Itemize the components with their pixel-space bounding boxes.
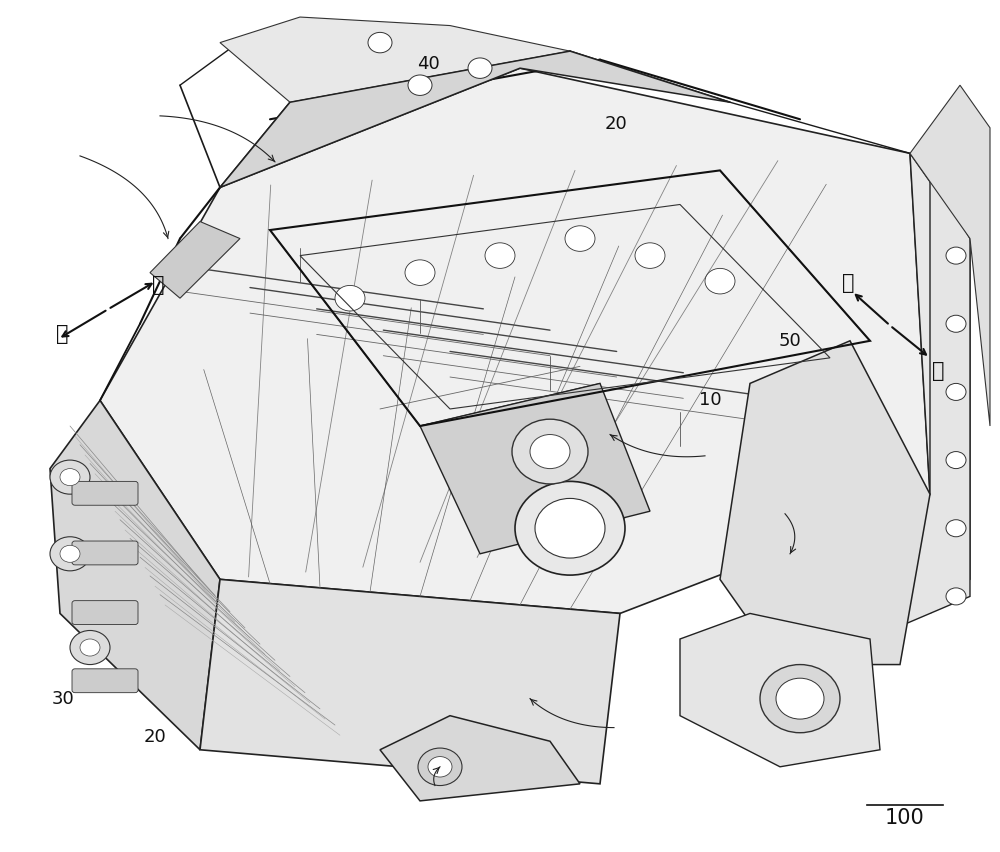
Text: 40: 40 [417, 55, 439, 73]
Polygon shape [910, 153, 970, 613]
Polygon shape [220, 51, 730, 187]
Text: 20: 20 [605, 114, 627, 133]
Circle shape [635, 243, 665, 268]
Polygon shape [200, 579, 620, 784]
Circle shape [946, 383, 966, 400]
Circle shape [485, 243, 515, 268]
Circle shape [418, 748, 462, 786]
Circle shape [335, 285, 365, 311]
Circle shape [776, 678, 824, 719]
Circle shape [70, 630, 110, 665]
Circle shape [530, 435, 570, 469]
Circle shape [946, 315, 966, 332]
Text: 100: 100 [885, 808, 925, 828]
Circle shape [946, 588, 966, 605]
Circle shape [468, 58, 492, 78]
Circle shape [565, 226, 595, 251]
Polygon shape [100, 68, 930, 613]
Circle shape [50, 537, 90, 571]
Text: 前: 前 [932, 360, 944, 381]
Circle shape [760, 665, 840, 733]
Circle shape [408, 75, 432, 95]
Circle shape [946, 452, 966, 469]
Circle shape [535, 498, 605, 558]
Circle shape [50, 460, 90, 494]
Polygon shape [220, 17, 570, 102]
Polygon shape [680, 613, 880, 767]
Polygon shape [50, 400, 220, 750]
Circle shape [368, 32, 392, 53]
Text: 30: 30 [52, 689, 74, 708]
Polygon shape [420, 383, 650, 554]
Text: 右: 右 [152, 275, 164, 296]
Circle shape [705, 268, 735, 294]
Polygon shape [720, 341, 930, 665]
FancyBboxPatch shape [72, 669, 138, 693]
Circle shape [946, 520, 966, 537]
Text: 10: 10 [699, 391, 721, 410]
Text: 左: 左 [56, 324, 68, 344]
Text: 50: 50 [779, 331, 801, 350]
Text: 后: 后 [842, 273, 854, 293]
Circle shape [60, 469, 80, 486]
Polygon shape [910, 85, 990, 426]
Polygon shape [870, 170, 970, 639]
Circle shape [946, 247, 966, 264]
Circle shape [60, 545, 80, 562]
Circle shape [512, 419, 588, 484]
Circle shape [515, 481, 625, 575]
Polygon shape [150, 222, 240, 298]
Text: 20: 20 [144, 728, 166, 746]
Circle shape [428, 757, 452, 777]
FancyBboxPatch shape [72, 481, 138, 505]
FancyBboxPatch shape [72, 541, 138, 565]
Circle shape [405, 260, 435, 285]
Circle shape [80, 639, 100, 656]
Polygon shape [380, 716, 580, 801]
FancyBboxPatch shape [72, 601, 138, 625]
